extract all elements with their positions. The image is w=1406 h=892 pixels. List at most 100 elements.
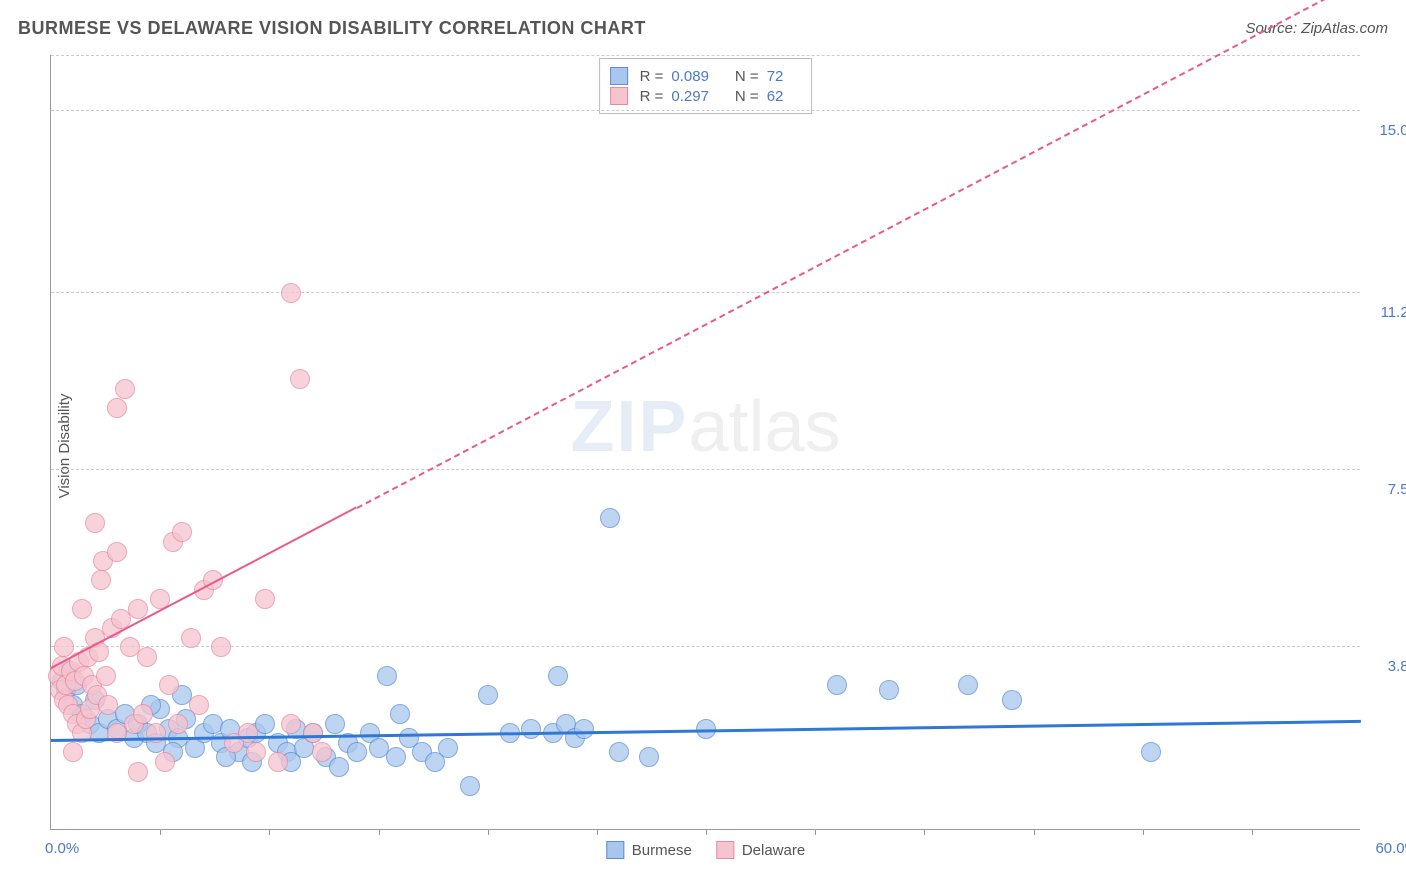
data-point (159, 675, 179, 695)
data-point (574, 719, 594, 739)
data-point (85, 513, 105, 533)
legend-row: R = 0.297 N = 62 (610, 87, 798, 105)
data-point (133, 704, 153, 724)
data-point (107, 398, 127, 418)
data-point (1002, 690, 1022, 710)
data-point (548, 666, 568, 686)
x-tick (815, 829, 816, 835)
legend-item: Burmese (606, 841, 692, 859)
chart-title: BURMESE VS DELAWARE VISION DISABILITY CO… (18, 18, 646, 38)
data-point (137, 647, 157, 667)
gridline (51, 55, 1360, 56)
series-legend: Burmese Delaware (606, 841, 805, 859)
data-point (115, 379, 135, 399)
stats-legend: R = 0.089 N = 72 R = 0.297 N = 62 (599, 58, 813, 114)
x-tick (924, 829, 925, 835)
data-point (268, 752, 288, 772)
chart-header: BURMESE VS DELAWARE VISION DISABILITY CO… (18, 18, 1388, 48)
data-point (460, 776, 480, 796)
legend-row: R = 0.089 N = 72 (610, 67, 798, 85)
data-point (181, 628, 201, 648)
y-tick-label: 7.5% (1367, 481, 1406, 498)
x-tick (269, 829, 270, 835)
x-tick (488, 829, 489, 835)
data-point (386, 747, 406, 767)
x-tick (379, 829, 380, 835)
y-tick-label: 3.8% (1367, 658, 1406, 675)
data-point (377, 666, 397, 686)
data-point (96, 666, 116, 686)
data-point (325, 714, 345, 734)
watermark: ZIPatlas (570, 386, 840, 468)
stat-r-value: 0.089 (671, 68, 709, 85)
data-point (958, 675, 978, 695)
data-point (1141, 742, 1161, 762)
x-tick (1034, 829, 1035, 835)
x-tick (1143, 829, 1144, 835)
data-point (281, 283, 301, 303)
stat-n-value: 72 (767, 68, 784, 85)
data-point (246, 742, 266, 762)
gridline (51, 469, 1360, 470)
gridline (51, 646, 1360, 647)
stat-r-value: 0.297 (671, 88, 709, 105)
data-point (827, 675, 847, 695)
data-point (72, 599, 92, 619)
data-point (255, 589, 275, 609)
x-tick (706, 829, 707, 835)
data-point (155, 752, 175, 772)
data-point (390, 704, 410, 724)
data-point (168, 714, 188, 734)
x-max-label: 60.0% (1375, 840, 1406, 857)
y-tick-label: 15.0% (1367, 122, 1406, 139)
data-point (303, 723, 323, 743)
data-point (107, 542, 127, 562)
legend-item: Delaware (716, 841, 805, 859)
stat-r-label: R = (640, 88, 664, 105)
legend-label: Burmese (632, 842, 692, 859)
gridline (51, 110, 1360, 111)
data-point (609, 742, 629, 762)
x-min-label: 0.0% (45, 840, 79, 857)
data-point (879, 680, 899, 700)
data-point (438, 738, 458, 758)
x-tick (597, 829, 598, 835)
stat-r-label: R = (640, 68, 664, 85)
data-point (521, 719, 541, 739)
data-point (128, 762, 148, 782)
gridline (51, 292, 1360, 293)
chart-container: BURMESE VS DELAWARE VISION DISABILITY CO… (0, 0, 1406, 892)
data-point (347, 742, 367, 762)
data-point (255, 714, 275, 734)
data-point (478, 685, 498, 705)
stat-n-label: N = (735, 68, 759, 85)
legend-label: Delaware (742, 842, 805, 859)
legend-swatch (716, 841, 734, 859)
stat-n-value: 62 (767, 88, 784, 105)
data-point (600, 508, 620, 528)
legend-swatch (610, 67, 628, 85)
data-point (189, 695, 209, 715)
stat-n-label: N = (735, 88, 759, 105)
data-point (91, 570, 111, 590)
trend-line (356, 0, 1361, 508)
x-tick (1252, 829, 1253, 835)
plot-area: ZIPatlas R =0.089N =72R =0.297N =62 Burm… (50, 55, 1360, 830)
data-point (639, 747, 659, 767)
legend-swatch (606, 841, 624, 859)
data-point (54, 637, 74, 657)
y-tick-label: 11.2% (1367, 304, 1406, 321)
data-point (98, 695, 118, 715)
legend-swatch (610, 87, 628, 105)
data-point (290, 369, 310, 389)
watermark-light: atlas (688, 387, 840, 467)
x-tick (160, 829, 161, 835)
data-point (281, 714, 301, 734)
data-point (172, 522, 192, 542)
data-point (63, 742, 83, 762)
data-point (329, 757, 349, 777)
data-point (211, 637, 231, 657)
data-point (238, 723, 258, 743)
watermark-bold: ZIP (570, 387, 688, 467)
data-point (312, 742, 332, 762)
